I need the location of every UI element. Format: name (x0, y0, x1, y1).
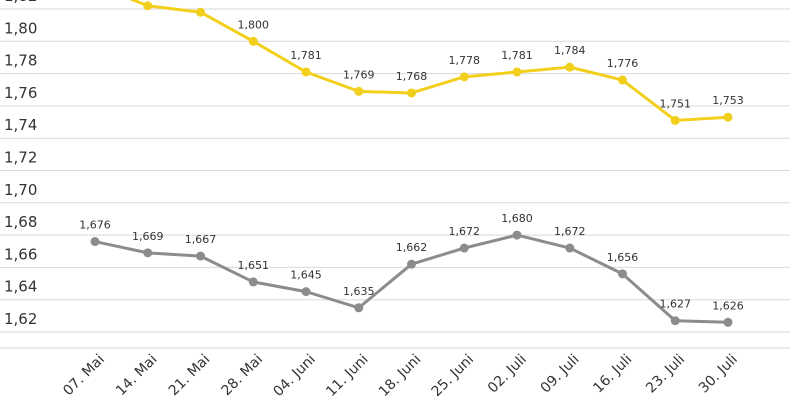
data-point (407, 88, 416, 98)
data-point (565, 62, 575, 72)
data-label: 1,676 (79, 219, 111, 232)
x-tick-label: 28. Mai (219, 352, 267, 400)
data-label: 1,781 (290, 49, 322, 62)
data-point (459, 72, 469, 82)
data-label: 1,778 (449, 54, 481, 67)
y-tick-label: 1,80 (4, 19, 37, 37)
data-point (407, 259, 416, 269)
y-tick-label: 1,76 (4, 84, 37, 102)
x-axis-ticks: 07. Mai 14. Mai 21. Mai 28. Mai 04. Juni 11. … (60, 352, 741, 400)
data-point (248, 36, 258, 46)
y-tick-label: 1,82 (4, 0, 37, 5)
data-point (618, 269, 627, 279)
x-tick-label: 14. Mai (113, 352, 161, 400)
data-label: 1,680 (501, 212, 533, 225)
data-point (301, 67, 311, 77)
x-tick-label: 23. Juli (643, 352, 688, 397)
data-label: 1,651 (238, 259, 270, 272)
data-point (143, 248, 153, 258)
data-point (354, 86, 364, 96)
data-label: 1,627 (660, 298, 692, 311)
data-point (512, 67, 522, 77)
y-tick-label: 1,70 (4, 181, 37, 199)
data-label: 1,667 (185, 233, 217, 246)
data-point (670, 115, 680, 125)
x-tick-label: 07. Mai (60, 352, 108, 400)
data-point (301, 287, 311, 297)
data-point (248, 277, 258, 287)
data-label: 1,753 (712, 94, 744, 107)
data-label: 1,751 (660, 97, 692, 110)
data-label: 1,800 (238, 18, 270, 31)
data-point (143, 1, 153, 11)
series-lines: 1,8221,8181,8001,7811,7691,7681,7781,781… (79, 0, 744, 327)
data-label: 1,669 (132, 230, 164, 243)
x-tick-label: 25. Juni (429, 352, 477, 400)
y-tick-label: 1,78 (4, 52, 37, 70)
x-tick-label: 16. Juli (590, 352, 635, 397)
data-point (196, 251, 205, 261)
data-label: 1,662 (396, 241, 428, 254)
data-label: 1,769 (343, 68, 375, 81)
data-label: 1,784 (554, 44, 586, 57)
data-point (565, 243, 575, 253)
data-label: 1,672 (554, 225, 586, 238)
x-tick-label: 02. Juli (485, 352, 530, 397)
x-tick-label: 21. Mai (166, 352, 214, 400)
data-point (90, 237, 100, 247)
data-label: 1,656 (607, 251, 639, 264)
y-axis-ticks: 1,62 1,64 1,66 1,68 1,70 1,72 1,74 1,76 1,78 1,80… (4, 0, 37, 328)
x-tick-label: 11. Juni (323, 352, 371, 400)
data-point (723, 317, 733, 327)
data-point (354, 303, 364, 313)
data-point (618, 75, 627, 85)
data-label: 1,776 (607, 57, 639, 70)
grey-series: 1,676 1,669 1,667 1,651 1,645 1,635 1,662 1,672… (79, 212, 744, 327)
y-tick-label: 1,62 (4, 310, 37, 328)
data-label: 1,626 (712, 299, 744, 312)
data-point (512, 230, 522, 240)
y-tick-label: 1,68 (4, 213, 37, 231)
y-tick-label: 1,74 (4, 116, 37, 134)
yellow-series: 1,8221,8181,8001,7811,7691,7681,7781,781… (129, 0, 744, 125)
data-label: 1,645 (290, 269, 322, 282)
x-tick-label: 18. Juni (376, 352, 424, 400)
data-label: 1,768 (396, 70, 428, 83)
data-label: 1,672 (449, 225, 481, 238)
data-point (196, 7, 205, 17)
x-tick-label: 04. Juni (270, 352, 318, 400)
y-tick-label: 1,72 (4, 149, 37, 167)
grid-lines (0, 8, 790, 349)
data-point (459, 243, 469, 253)
data-label: 1,818 (185, 0, 217, 2)
y-tick-label: 1,66 (4, 245, 37, 263)
y-tick-label: 1,64 (4, 278, 37, 296)
data-point (723, 112, 733, 122)
data-label: 1,635 (343, 285, 375, 298)
x-tick-label: 09. Juli (538, 352, 583, 397)
data-point (670, 316, 680, 326)
data-label: 1,781 (501, 49, 533, 62)
x-tick-label: 30. Juli (696, 352, 741, 397)
